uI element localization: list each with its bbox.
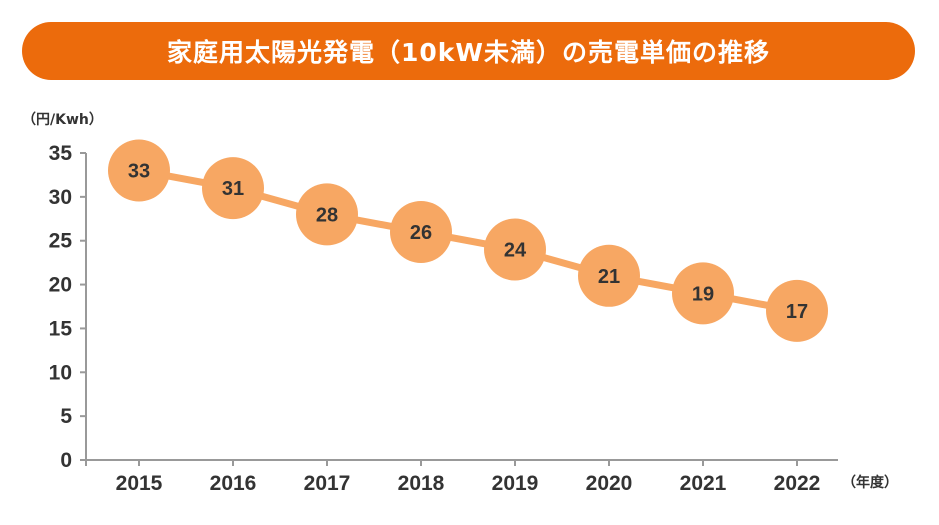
chart-title: 家庭用太陽光発電（10kW未満）の売電単価の推移 <box>167 38 770 67</box>
y-tick-label: 5 <box>60 405 72 428</box>
y-axis-ticks: 0 5 10 15 20 25 30 35 <box>49 142 86 472</box>
x-tick-label: 2020 <box>586 472 633 495</box>
y-tick-label: 10 <box>49 361 72 384</box>
data-point-label: 33 <box>128 161 150 183</box>
chart-title-banner: 家庭用太陽光発電（10kW未満）の売電単価の推移 <box>22 22 915 80</box>
y-tick-label: 25 <box>49 230 73 253</box>
x-tick-label: 2022 <box>774 472 821 495</box>
data-point-marker <box>578 244 640 307</box>
data-point-label: 24 <box>504 239 527 261</box>
data-point-label: 21 <box>598 266 620 288</box>
axes <box>80 153 838 466</box>
x-tick-label: 2015 <box>116 472 163 495</box>
data-point-marker <box>484 218 546 281</box>
data-point-marker <box>672 262 734 325</box>
data-point-label: 17 <box>786 301 808 323</box>
data-point-marker <box>766 279 828 342</box>
y-tick-label: 20 <box>49 274 72 297</box>
data-point-label: 31 <box>222 178 244 200</box>
x-axis-ticks: 2015 2016 2017 2018 2019 2020 2021 2022 <box>116 460 821 495</box>
data-point-marker <box>108 139 170 202</box>
y-tick-label: 30 <box>49 186 72 209</box>
x-tick-label: 2016 <box>210 472 257 495</box>
x-tick-label: 2021 <box>680 472 727 495</box>
x-axis-unit-label: （年度） <box>842 474 898 491</box>
data-points: 33 31 28 26 24 21 19 17 <box>108 139 828 342</box>
x-tick-label: 2019 <box>492 472 539 495</box>
data-point-label: 28 <box>316 204 338 226</box>
y-axis-unit-label: （円/Kwh） <box>22 112 103 128</box>
data-point-marker <box>296 183 358 246</box>
y-tick-label: 35 <box>49 142 73 165</box>
x-tick-label: 2017 <box>304 472 351 495</box>
data-point-label: 26 <box>410 222 432 244</box>
y-tick-label: 0 <box>60 449 72 472</box>
x-tick-label: 2018 <box>398 472 445 495</box>
data-point-marker <box>202 157 264 220</box>
y-tick-label: 15 <box>49 317 73 340</box>
data-point-marker <box>390 200 452 263</box>
data-point-label: 19 <box>692 283 714 305</box>
